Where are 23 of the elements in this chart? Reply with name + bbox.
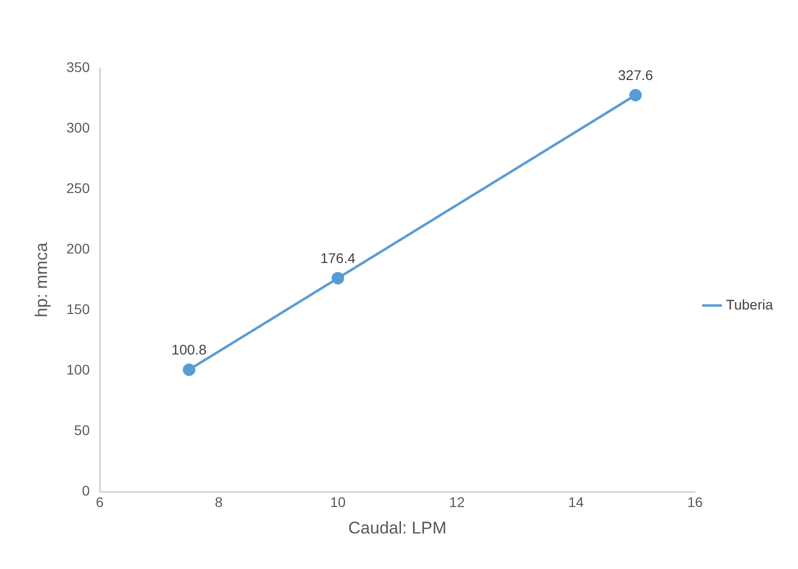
x-axis-title: Caudal: LPM (348, 518, 447, 538)
y-tick-label: 150 (66, 301, 90, 318)
legend-label: Tuberia (726, 296, 774, 312)
y-axis-title: hp: mmca (32, 242, 51, 318)
point (332, 272, 344, 284)
data-label: 100.8 (172, 342, 207, 358)
x-tick-label: 10 (330, 494, 346, 510)
y-tick-label: 100 (66, 362, 90, 378)
x-tick-label: 6 (96, 494, 104, 510)
point (629, 88, 642, 102)
y-tick-label: 350 (66, 58, 90, 75)
point (182, 363, 196, 376)
x-tick-label: 14 (568, 494, 584, 510)
y-tick-label: 250 (66, 180, 90, 196)
x-tick-label: 8 (214, 494, 223, 510)
y-tick-label: 50 (74, 422, 90, 438)
data-label: 176.4 (320, 250, 356, 266)
y-tick-label: 200 (66, 240, 90, 256)
x-tick-label: 16 (687, 494, 704, 510)
y-tick-label: 0 (82, 482, 90, 499)
y-tick-label: 300 (66, 119, 90, 136)
data-label: 327.6 (618, 66, 654, 83)
x-tick-label: 12 (449, 494, 465, 510)
